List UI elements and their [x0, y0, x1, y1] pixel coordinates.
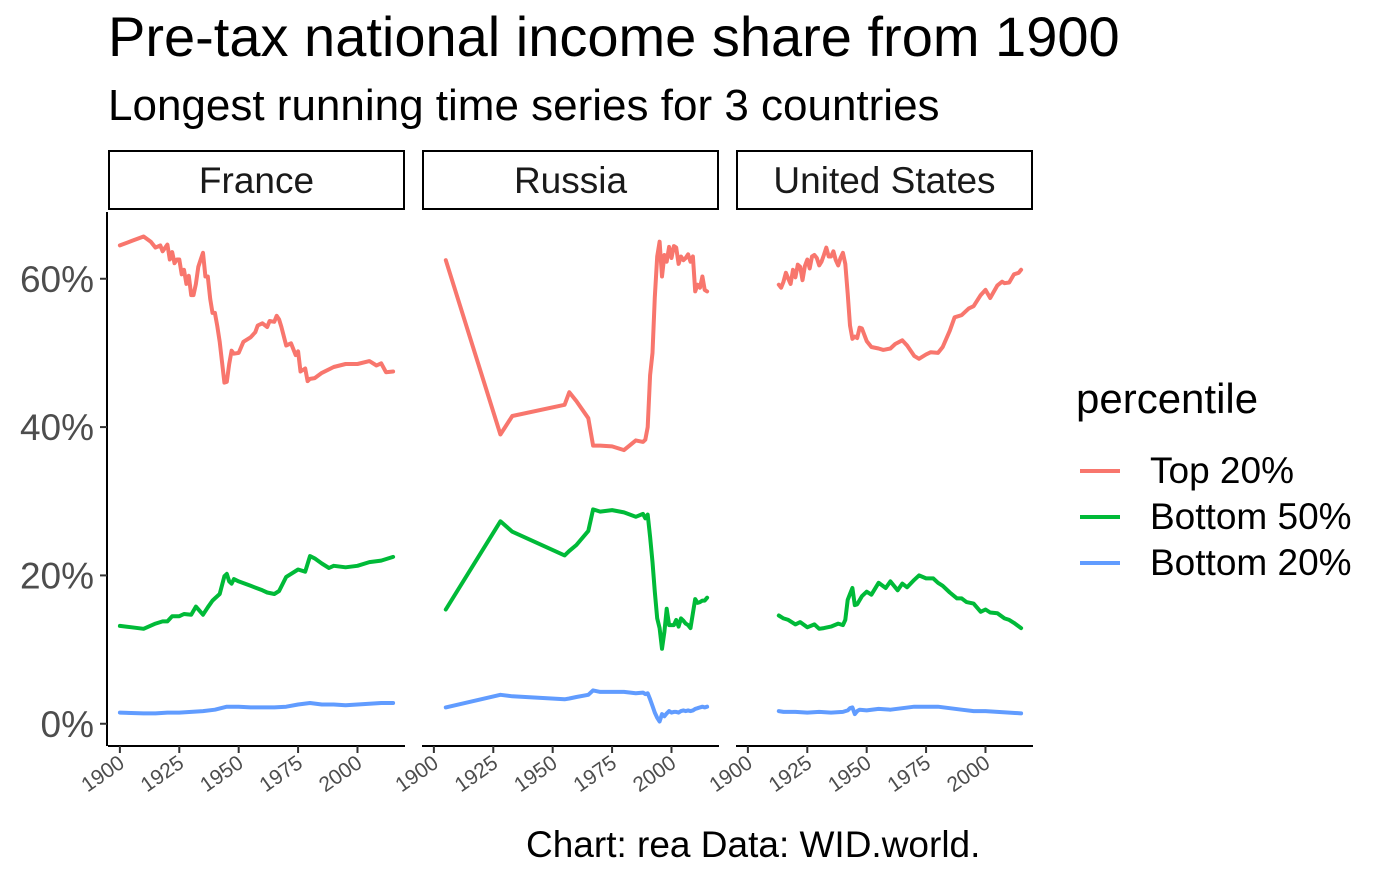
series-line-russia-top-20: [443, 239, 710, 453]
series-line-united-states-bottom-50: [776, 573, 1024, 631]
chart-caption: Chart: rea Data: WID.world.: [526, 824, 981, 865]
x-tick-label: 2000: [315, 751, 366, 797]
series-line-russia-bottom-20: [443, 688, 710, 724]
series-line-france-bottom-20: [117, 701, 396, 716]
x-tick-label: 1950: [510, 751, 561, 797]
x-tick-label: 1975: [883, 751, 934, 797]
legend-key-bottom-50: [1080, 515, 1120, 519]
legend-key-bottom-20: [1080, 561, 1120, 565]
series-line-france-bottom-50: [117, 554, 396, 631]
x-tick-label: 1975: [569, 751, 620, 797]
series-line-russia-bottom-50: [443, 507, 710, 651]
facet-strip-united-states: [736, 150, 1033, 210]
series-line-united-states-bottom-20: [776, 704, 1024, 717]
series-line-united-states-top-20: [776, 245, 1024, 361]
y-tick-label: 60%: [20, 259, 94, 300]
facet-strip-russia: [422, 150, 719, 210]
chart-title: Pre-tax national income share from 1900: [108, 5, 1120, 68]
x-tick-label: 2000: [629, 751, 680, 797]
x-tick-label: 1900: [705, 751, 756, 797]
y-tick-label: 20%: [20, 555, 94, 596]
y-tick-label: 0%: [41, 704, 94, 745]
x-tick-label: 1950: [824, 751, 875, 797]
legend-item-bottom-50: Bottom 50%: [1080, 494, 1352, 540]
x-tick-label: 1925: [451, 751, 502, 797]
x-tick-label: 1900: [77, 751, 128, 797]
y-tick-label: 40%: [20, 407, 94, 448]
legend-title: percentile: [1076, 375, 1259, 422]
x-tick-label: 2000: [943, 751, 994, 797]
facet-label-united-states: United States: [773, 160, 995, 201]
legend-label-bottom-20: Bottom 20%: [1150, 542, 1352, 583]
chart-subtitle: Longest running time series for 3 countr…: [108, 81, 940, 130]
series-line-france-top-20: [117, 234, 396, 385]
legend-key-top-20: [1080, 469, 1120, 473]
x-tick-label: 1925: [137, 751, 188, 797]
legend-item-bottom-20: Bottom 20%: [1080, 540, 1352, 586]
x-tick-label: 1900: [391, 751, 442, 797]
facet-label-france: France: [199, 160, 314, 201]
legend-item-top-20: Top 20%: [1080, 448, 1294, 494]
facet-label-russia: Russia: [514, 160, 628, 201]
x-tick-label: 1950: [196, 751, 247, 797]
legend-label-bottom-50: Bottom 50%: [1150, 496, 1352, 537]
legend-label-top-20: Top 20%: [1150, 450, 1294, 491]
facet-strip-france: [108, 150, 405, 210]
x-tick-label: 1975: [255, 751, 306, 797]
x-tick-label: 1925: [765, 751, 816, 797]
